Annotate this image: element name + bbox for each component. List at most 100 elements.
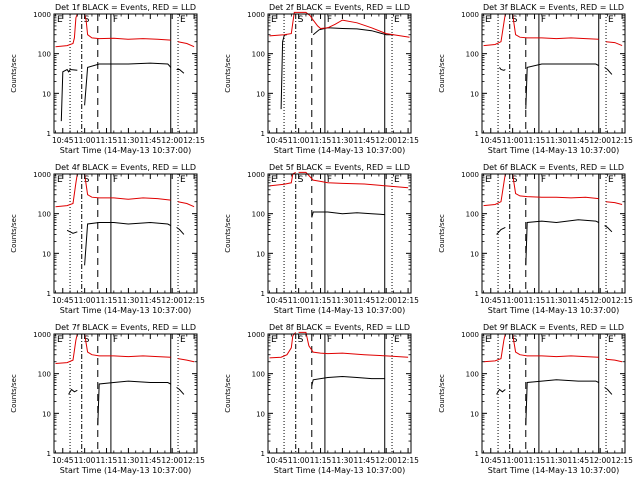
y-tick-label: 100: [466, 51, 479, 59]
region-label: E: [485, 15, 491, 25]
y-tick-label: 1: [47, 290, 51, 298]
detector-panel-7: Det 7f BLACK = Events, RED = LLD Counts/s…: [10, 323, 205, 475]
x-tick-label: 10:45: [52, 296, 74, 305]
events-series-line: [525, 379, 599, 426]
region-label: F: [113, 15, 118, 25]
region-label: S: [84, 15, 90, 25]
x-axis-label: Start Time (14-May-13 10:37:00): [488, 306, 619, 315]
panel-title: Det 4f BLACK = Events, RED = LLD: [55, 163, 196, 172]
x-tick-label: 11:45: [567, 456, 589, 465]
x-tick-label: 10:45: [266, 296, 288, 305]
x-tick-label: 11:00: [74, 296, 96, 305]
y-tick-label: 1: [475, 130, 479, 138]
x-tick-label: 10:45: [266, 456, 288, 465]
y-tick-label: 10: [470, 250, 479, 258]
detector-panel-4: Det 4f BLACK = Events, RED = LLD Counts/s…: [10, 163, 205, 315]
y-axis-label: Counts/sec: [438, 374, 446, 413]
events-series-line: [604, 66, 613, 75]
x-tick-label: 11:45: [139, 296, 161, 305]
panel-title: Det 7f BLACK = Events, RED = LLD: [55, 323, 196, 332]
detector-panel-2: Det 2f BLACK = Events, RED = LLD Counts/s…: [224, 3, 419, 155]
detector-panel-9: Det 9f BLACK = Events, RED = LLD Counts/s…: [438, 323, 633, 475]
lld-series-line: [605, 201, 623, 205]
x-tick-label: 12:00: [589, 296, 611, 305]
events-series-line: [84, 221, 171, 266]
x-tick-label: 12:15: [611, 456, 633, 465]
y-tick-label: 10: [470, 410, 479, 418]
x-tick-label: 10:45: [480, 296, 502, 305]
x-axis-label: Start Time (14-May-13 10:37:00): [488, 146, 619, 155]
lld-series-line: [269, 11, 410, 38]
region-label: S: [512, 335, 518, 345]
lld-series-line: [605, 358, 623, 363]
y-tick-label: 1: [261, 290, 265, 298]
panel-title: Det 8f BLACK = Events, RED = LLD: [269, 323, 410, 332]
x-tick-label: 11:30: [118, 136, 140, 145]
y-tick-label: 1000: [247, 331, 265, 339]
x-tick-label: 11:15: [310, 456, 332, 465]
region-label: E: [180, 175, 186, 185]
y-tick-label: 10: [470, 90, 479, 98]
lld-series-line: [512, 173, 599, 200]
lld-series-line: [483, 173, 506, 207]
events-series-line: [604, 386, 613, 395]
x-tick-label: 11:45: [567, 296, 589, 305]
detector-panel-3: Det 3f BLACK = Events, RED = LLD Counts/s…: [438, 3, 633, 155]
events-series-line: [496, 226, 506, 235]
x-tick-label: 11:45: [139, 136, 161, 145]
x-tick-label: 11:45: [353, 136, 375, 145]
y-axis-label: Counts/sec: [438, 214, 446, 253]
y-tick-label: 1000: [461, 331, 479, 339]
y-tick-label: 10: [42, 90, 51, 98]
events-series-line: [176, 386, 185, 395]
region-label: E: [394, 175, 400, 185]
x-tick-label: 12:15: [183, 296, 205, 305]
y-axis-label: Counts/sec: [224, 54, 232, 93]
x-tick-label: 11:30: [332, 136, 354, 145]
detector-panel-6: Det 6f BLACK = Events, RED = LLD Counts/s…: [438, 163, 633, 315]
x-tick-label: 11:00: [502, 136, 524, 145]
y-axis-label: Counts/sec: [10, 54, 18, 93]
x-tick-label: 11:00: [502, 296, 524, 305]
y-axis-label: Counts/sec: [10, 214, 18, 253]
y-tick-label: 100: [38, 371, 51, 379]
y-tick-label: 100: [466, 371, 479, 379]
lld-series-line: [177, 358, 195, 363]
plot-frame: [267, 333, 412, 454]
y-tick-label: 10: [256, 90, 265, 98]
x-tick-label: 12:15: [611, 296, 633, 305]
y-tick-label: 1: [47, 130, 51, 138]
events-series-line: [68, 388, 78, 395]
lld-series-line: [269, 171, 296, 187]
x-tick-label: 11:45: [353, 456, 375, 465]
x-tick-label: 11:00: [74, 456, 96, 465]
panel-title: Det 2f BLACK = Events, RED = LLD: [269, 3, 410, 12]
region-label: F: [327, 15, 332, 25]
x-tick-label: 12:15: [183, 456, 205, 465]
x-axis-label: Start Time (14-May-13 10:37:00): [60, 146, 191, 155]
x-tick-label: 11:15: [310, 296, 332, 305]
region-label: S: [84, 175, 90, 185]
region-label: E: [485, 175, 491, 185]
region-label: E: [271, 175, 277, 185]
y-tick-label: 1000: [247, 11, 265, 19]
lld-series-line: [298, 331, 409, 358]
y-tick-label: 1000: [33, 11, 51, 19]
panel-title: Det 3f BLACK = Events, RED = LLD: [483, 3, 624, 12]
y-tick-label: 1: [475, 290, 479, 298]
region-label: S: [84, 335, 90, 345]
region-label: E: [608, 15, 614, 25]
x-tick-label: 12:15: [397, 296, 419, 305]
x-axis-label: Start Time (14-May-13 10:37:00): [274, 146, 405, 155]
y-tick-label: 100: [466, 211, 479, 219]
plot-frame: [267, 13, 412, 134]
x-tick-label: 11:30: [118, 456, 140, 465]
x-tick-label: 11:15: [524, 136, 546, 145]
x-tick-label: 11:00: [288, 456, 310, 465]
x-tick-label: 11:00: [502, 456, 524, 465]
y-tick-label: 10: [256, 410, 265, 418]
x-tick-label: 11:30: [546, 136, 568, 145]
lld-series-line: [605, 41, 623, 47]
x-tick-label: 12:15: [397, 456, 419, 465]
region-label: E: [57, 15, 63, 25]
